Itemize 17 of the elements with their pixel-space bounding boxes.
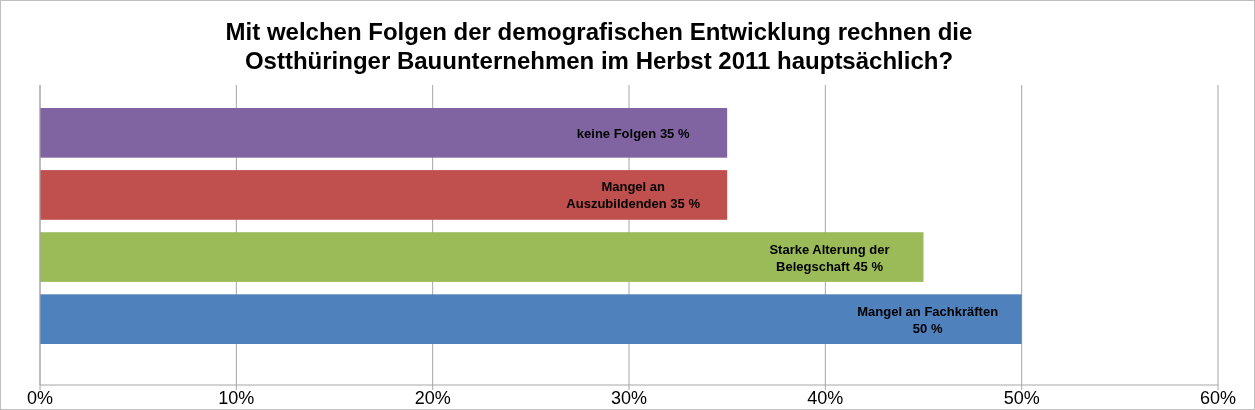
y-tick-label: Mangel an Fachkräften [857,303,999,319]
bar [40,170,728,220]
chart-title: Mit welchen Folgen der demografischen Entwicklung rechnen die Ostthüringer Bauunternehmen im Herbst 2011 hauptsächlich? [225,18,973,74]
bar [40,294,1022,344]
bar [40,108,728,158]
data-label: 50 % [912,320,943,336]
bar [40,232,924,282]
x-tick-label: 20% [414,388,451,408]
category-label: keine Folgen 35 % [576,125,690,141]
x-tick-label: 40% [807,388,844,408]
x-tick-label: 0% [26,388,54,408]
category-label: Mangel an Auszubildenden 35 % [566,178,700,211]
x-tick-label: 30% [610,388,648,408]
x-tick-label: 10% [218,388,255,408]
category-label: Starke Alterung der Belegschaft 45 % [769,241,890,274]
x-tick-label: 60% [1199,388,1237,408]
x-tick-label: 50% [1003,388,1040,408]
